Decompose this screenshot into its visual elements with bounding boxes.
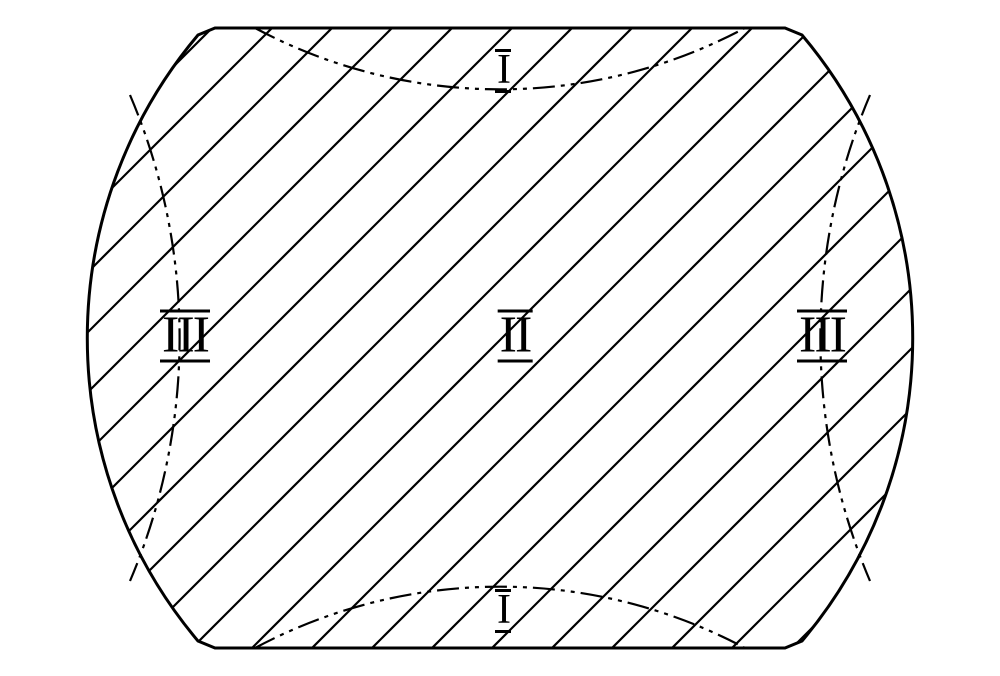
region-label-left: III bbox=[160, 306, 210, 365]
region-label-top: I bbox=[495, 46, 511, 94]
region-label-right: III bbox=[797, 306, 847, 365]
region-label-center: II bbox=[498, 306, 533, 365]
diagram-stage: I II III III I bbox=[0, 0, 1000, 676]
region-label-bottom: I bbox=[495, 586, 511, 634]
